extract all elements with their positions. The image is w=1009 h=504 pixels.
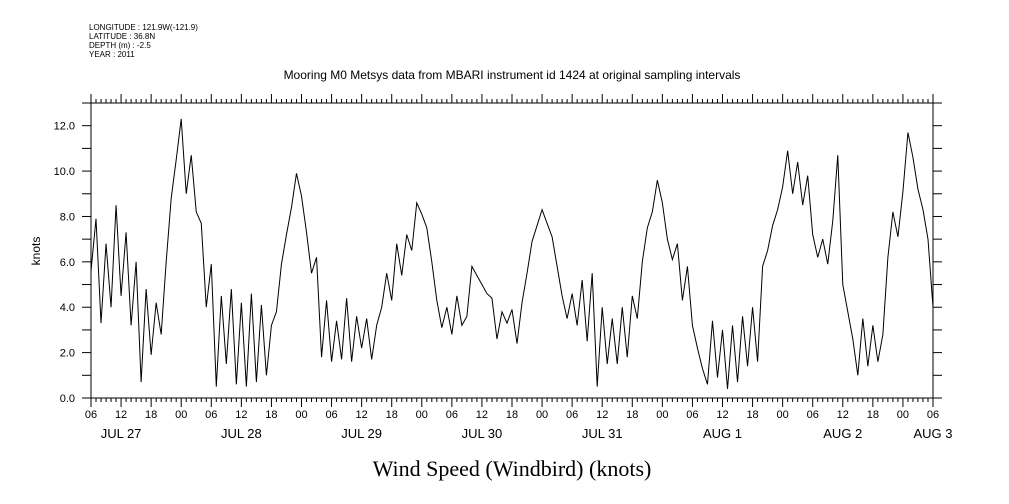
x-tick-label: 18 bbox=[145, 409, 157, 421]
date-label: AUG 1 bbox=[703, 426, 742, 441]
y-tick-label: 2.0 bbox=[60, 348, 75, 360]
x-tick-label: 06 bbox=[205, 409, 217, 421]
year-line: YEAR : 2011 bbox=[89, 50, 135, 59]
date-labels: JUL 27 JUL 28 JUL 29 JUL 30 JUL 31 AUG 1 AUG 2… bbox=[101, 426, 953, 441]
y-tick-labels: 0.0 2.0 4.0 6.0 8.0 10.0 12.0 bbox=[54, 121, 75, 405]
date-label: AUG 2 bbox=[823, 426, 862, 441]
x-axis-label: Wind Speed (Windbird) (knots) bbox=[373, 456, 652, 481]
chart-title: Mooring M0 Metsys data from MBARI instru… bbox=[284, 68, 741, 82]
x-tick-label: 18 bbox=[265, 409, 277, 421]
date-label: JUL 31 bbox=[582, 426, 623, 441]
y-axis-label: knots bbox=[29, 237, 43, 266]
date-label: AUG 3 bbox=[913, 426, 952, 441]
x-tick-label: 00 bbox=[295, 409, 307, 421]
x-tick-label: 06 bbox=[85, 409, 97, 421]
axis-ticks bbox=[82, 94, 942, 407]
x-tick-label: 18 bbox=[626, 409, 638, 421]
x-tick-label: 12 bbox=[596, 409, 608, 421]
y-tick-label: 6.0 bbox=[60, 257, 75, 269]
x-tick-label: 12 bbox=[235, 409, 247, 421]
x-tick-label: 12 bbox=[356, 409, 368, 421]
x-tick-label: 12 bbox=[837, 409, 849, 421]
x-tick-label: 06 bbox=[686, 409, 698, 421]
y-tick-label: 12.0 bbox=[54, 121, 75, 133]
x-tick-label: 06 bbox=[446, 409, 458, 421]
x-tick-labels: 06 12 18 00 06 12 18 00 06 12 18 00 06 12 18 00 06 12 18 00… bbox=[85, 409, 939, 421]
y-tick-label: 10.0 bbox=[54, 166, 75, 178]
x-tick-label: 12 bbox=[476, 409, 488, 421]
x-tick-label: 06 bbox=[927, 409, 939, 421]
x-tick-label: 06 bbox=[807, 409, 819, 421]
x-tick-label: 00 bbox=[536, 409, 548, 421]
x-tick-label: 00 bbox=[897, 409, 909, 421]
y-tick-label: 8.0 bbox=[60, 211, 75, 223]
x-tick-label: 00 bbox=[175, 409, 187, 421]
plot-frame bbox=[90, 102, 934, 399]
date-label: JUL 29 bbox=[341, 426, 382, 441]
longitude-line: LONGITUDE : 121.9W(-121.9) bbox=[89, 23, 198, 32]
date-label: JUL 27 bbox=[101, 426, 142, 441]
depth-line: DEPTH (m) : -2.5 bbox=[89, 41, 151, 50]
x-tick-label: 12 bbox=[115, 409, 127, 421]
y-tick-label: 0.0 bbox=[60, 393, 75, 405]
metadata-block: LONGITUDE : 121.9W(-121.9) LATITUDE : 36… bbox=[89, 23, 198, 59]
x-tick-label: 00 bbox=[416, 409, 428, 421]
date-label: JUL 30 bbox=[462, 426, 503, 441]
x-tick-label: 12 bbox=[716, 409, 728, 421]
x-tick-label: 18 bbox=[867, 409, 879, 421]
x-tick-label: 06 bbox=[325, 409, 337, 421]
x-tick-label: 18 bbox=[746, 409, 758, 421]
date-label: JUL 28 bbox=[221, 426, 262, 441]
y-tick-label: 4.0 bbox=[60, 302, 75, 314]
x-tick-label: 06 bbox=[566, 409, 578, 421]
x-tick-label: 00 bbox=[777, 409, 789, 421]
latitude-line: LATITUDE : 36.8N bbox=[89, 32, 155, 41]
wind-speed-series-line bbox=[90, 118, 934, 389]
x-tick-label: 18 bbox=[506, 409, 518, 421]
x-tick-label: 18 bbox=[386, 409, 398, 421]
x-tick-label: 00 bbox=[656, 409, 668, 421]
